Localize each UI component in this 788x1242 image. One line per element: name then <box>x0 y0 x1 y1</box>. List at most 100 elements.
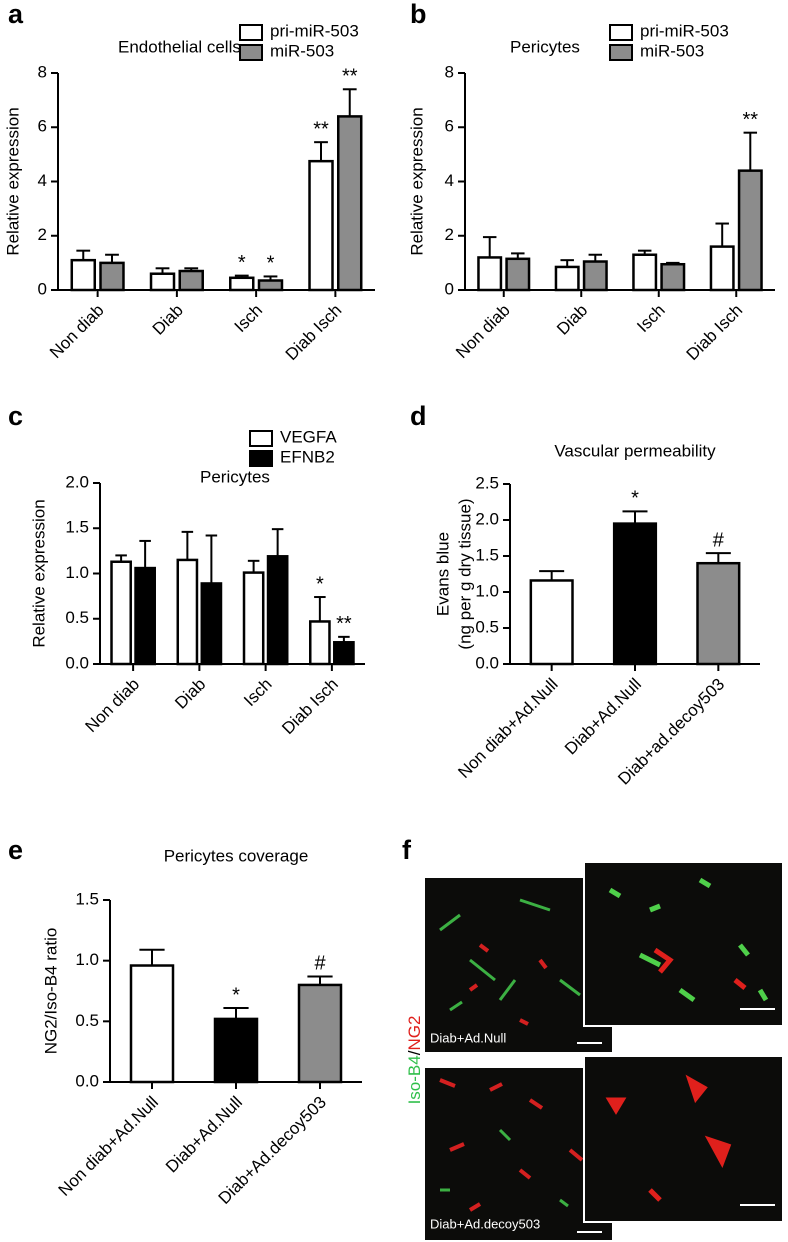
micrograph <box>425 878 612 1052</box>
legend-swatch <box>609 44 633 61</box>
legend-swatch <box>249 430 273 447</box>
bar <box>229 276 255 292</box>
y-tick-label: 6 <box>445 117 454 136</box>
significance-mark: * <box>631 488 639 510</box>
bar <box>333 641 355 666</box>
bar <box>176 558 199 666</box>
significance-mark: ** <box>743 109 759 131</box>
micrograph-inset <box>583 861 784 1027</box>
y-axis-label: Evans blue <box>433 532 452 616</box>
micrograph-detail <box>468 943 548 1026</box>
y-axis-label: NG2/Iso-B4 ratio <box>41 928 60 1055</box>
bar <box>737 169 763 292</box>
x-tick-label: Non diab+Ad.Null <box>55 1093 162 1200</box>
x-tick-label: Isch <box>240 675 275 710</box>
bar <box>612 522 658 666</box>
legend-swatch <box>239 24 263 41</box>
y-tick-label: 0.5 <box>65 608 89 627</box>
stain-name: NG2 <box>405 1016 424 1051</box>
y-tick-label: 4 <box>38 171 47 190</box>
significance-mark: ** <box>342 66 358 88</box>
micrograph-detail <box>608 877 769 1003</box>
x-tick-label: Diab <box>171 675 209 713</box>
y-tick-label: 0.0 <box>475 653 499 672</box>
significance-mark: # <box>314 953 326 975</box>
bar <box>70 258 97 292</box>
micrograph-detail <box>653 947 747 990</box>
significance-mark: ** <box>336 613 352 635</box>
y-tick-label: 0.5 <box>475 617 499 636</box>
bar <box>99 261 125 292</box>
y-tick-label: 1.5 <box>75 889 99 908</box>
significance-mark: * <box>316 573 324 595</box>
x-tick-label: Non diab <box>452 301 514 363</box>
y-tick-label: 2.0 <box>65 472 89 491</box>
y-tick-label: 2 <box>38 225 47 244</box>
legend-swatch <box>239 44 263 61</box>
bar <box>582 260 608 292</box>
legend-label: miR-503 <box>640 41 704 60</box>
x-tick-label: Isch <box>633 301 668 336</box>
bar <box>660 262 686 292</box>
x-tick-label: Diab+Ad.Null <box>561 675 645 759</box>
legend-label: EFNB2 <box>280 447 335 466</box>
panel-letter: c <box>8 401 23 431</box>
y-axis-label: Relative expression <box>3 107 22 255</box>
x-tick-label: Diab Isch <box>278 675 342 739</box>
stain-name: Iso-B4 <box>405 1055 424 1104</box>
bar <box>709 245 735 292</box>
legend-swatch <box>249 450 273 467</box>
x-tick-label: Non diab+Ad.Null <box>454 675 561 782</box>
y-tick-label: 1.0 <box>475 581 499 600</box>
x-tick-label: Non diab <box>82 675 144 737</box>
bar <box>110 560 132 666</box>
chart-title: Pericytes coverage <box>164 846 309 865</box>
image-panel: f Diab+Ad.Null Diab+Ad.decoy503 Iso-B4/N… <box>402 835 784 1240</box>
significance-mark: * <box>238 252 246 274</box>
panel-letter: b <box>410 0 427 29</box>
x-tick-label: Isch <box>231 301 266 336</box>
bar <box>696 561 741 666</box>
bar <box>529 579 574 666</box>
x-tick-label: Diab Isch <box>282 301 346 365</box>
bar <box>336 115 363 292</box>
y-tick-label: 1.0 <box>75 950 99 969</box>
bar <box>554 265 580 292</box>
y-tick-label: 0.0 <box>75 1071 99 1090</box>
chart-title: Pericytes <box>200 467 270 486</box>
y-tick-label: 2.0 <box>475 509 499 528</box>
x-tick-label: Diab <box>149 301 187 339</box>
y-tick-label: 1.5 <box>65 518 89 537</box>
panel-letter: f <box>402 835 412 865</box>
micrograph-detail <box>439 898 581 1012</box>
y-tick-label: 0 <box>38 279 47 298</box>
bar <box>308 159 334 292</box>
chart-title: Endothelial cells <box>118 37 241 56</box>
stain-separator: / <box>405 1050 424 1055</box>
significance-mark: # <box>713 529 725 551</box>
legend-label: pri-miR-503 <box>270 21 359 40</box>
significance-mark: ** <box>313 118 329 140</box>
y-tick-label: 0.0 <box>65 653 89 672</box>
y-tick-label: 1.5 <box>475 545 499 564</box>
bar <box>266 555 289 666</box>
bar <box>134 566 156 666</box>
significance-mark: * <box>232 984 240 1006</box>
bar <box>200 582 223 666</box>
x-tick-label: Diab Isch <box>683 301 747 365</box>
panel-letter: a <box>8 0 24 29</box>
micrograph-detail <box>605 1074 732 1202</box>
bar <box>213 1017 259 1084</box>
y-axis-label: Relative expression <box>407 107 426 255</box>
y-tick-label: 8 <box>38 62 47 81</box>
significance-mark: * <box>267 253 275 275</box>
y-tick-label: 0 <box>445 279 454 298</box>
y-tick-label: 0.5 <box>75 1011 99 1030</box>
y-axis-label: (ng per g dry tissue) <box>455 498 474 649</box>
legend-label: miR-503 <box>270 41 334 60</box>
image-label: Diab+Ad.Null <box>430 1030 506 1045</box>
x-tick-label: Non diab <box>46 301 108 363</box>
stain-label: Iso-B4/NG2 <box>405 1016 424 1105</box>
bar <box>178 269 204 292</box>
